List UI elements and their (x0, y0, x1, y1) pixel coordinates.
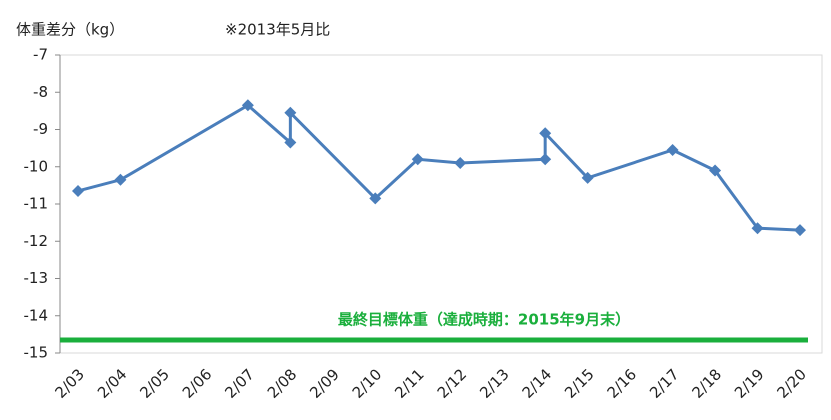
x-tick-label: 2/19 (731, 365, 768, 402)
marker (454, 157, 467, 170)
y-tick-label: -13 (24, 269, 49, 287)
chart-subtitle: ※2013年5月比 (225, 21, 330, 39)
x-tick-label: 2/09 (306, 365, 343, 402)
marker (284, 106, 297, 119)
marker (72, 184, 84, 197)
y-tick-label: -12 (24, 232, 49, 250)
y-tick-label: -14 (24, 306, 49, 324)
line (77, 103, 801, 232)
y-tick-label: -10 (24, 157, 49, 175)
marker (241, 99, 254, 112)
x-tick-label: 2/11 (391, 365, 428, 402)
x-tick-label: 2/14 (519, 365, 556, 402)
x-tick-label: 2/17 (646, 365, 683, 402)
marker (709, 164, 722, 177)
marker (411, 153, 424, 166)
chart-title: 体重差分（kg） (16, 21, 124, 39)
y-tick-label: -8 (33, 83, 48, 101)
marker (751, 222, 764, 235)
marker (539, 127, 552, 140)
marker (284, 136, 297, 149)
marker (666, 143, 679, 156)
x-tick-label: 2/13 (476, 365, 513, 402)
x-tick-label: 2/15 (561, 365, 598, 402)
x-tick-label: 2/06 (179, 365, 216, 402)
y-tick-label: -7 (33, 46, 48, 64)
marker (539, 153, 552, 166)
marker (369, 192, 382, 205)
x-tick-label: 2/04 (94, 365, 131, 402)
x-tick-label: 2/08 (264, 365, 301, 402)
x-tick-label: 2/16 (604, 365, 641, 402)
y-tick-label: -9 (33, 120, 48, 138)
marker (581, 171, 594, 184)
marker (114, 173, 127, 186)
x-tick-label: 2/10 (349, 365, 386, 402)
x-tick-label: 2/12 (434, 365, 471, 402)
x-tick-label: 2/18 (689, 365, 726, 402)
marker (794, 224, 806, 237)
x-tick-label: 2/20 (773, 365, 810, 402)
x-tick-label: 2/03 (51, 365, 88, 402)
y-tick-label: -11 (24, 195, 49, 213)
plot-frame (59, 54, 823, 354)
x-tick-label: 2/05 (136, 365, 173, 402)
target-label: 最終目標体重（達成時期：2015年9月末） (338, 311, 630, 329)
y-tick-label: -15 (24, 344, 49, 362)
x-tick-label: 2/07 (221, 365, 258, 402)
